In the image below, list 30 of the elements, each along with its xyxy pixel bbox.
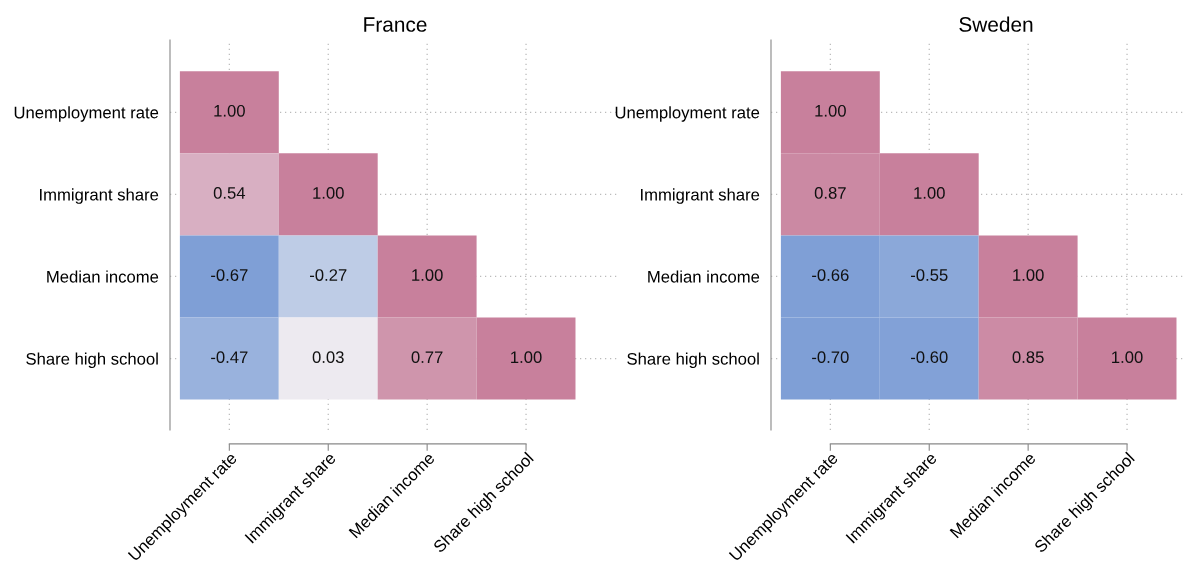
data-label: 0.54 <box>213 187 246 199</box>
data-label: 1.00 <box>914 187 945 199</box>
data-label: 1.00 <box>313 187 344 199</box>
data-label: 0.03 <box>312 351 344 364</box>
data-label: 0.77 <box>411 351 443 364</box>
chart-title: Sweden <box>959 16 1033 32</box>
data-label: 1.00 <box>511 351 542 364</box>
y-tick-label: Median income <box>648 270 760 283</box>
y-tick-label: Immigrant share <box>40 188 159 204</box>
y-tick-label: Unemployment rate <box>14 106 159 122</box>
data-label: 1.00 <box>412 269 443 281</box>
data-label: 0.87 <box>814 187 846 199</box>
y-tick-label: Median income <box>47 270 159 283</box>
data-label: -0.67 <box>211 269 248 281</box>
y-tick-label: Share high school <box>26 352 158 369</box>
data-label: -0.60 <box>910 351 948 364</box>
data-label: -0.55 <box>910 269 948 281</box>
y-tick-label: Share high school <box>627 352 759 369</box>
data-label: 1.00 <box>1013 269 1044 281</box>
data-label: -0.70 <box>812 351 849 364</box>
y-tick-label: Unemployment rate <box>615 106 760 122</box>
data-label: 1.00 <box>214 104 245 117</box>
data-label: 1.00 <box>1112 351 1143 364</box>
data-label: 1.00 <box>815 104 846 117</box>
chart-title: France <box>364 17 427 32</box>
data-label: -0.27 <box>309 269 347 281</box>
data-label: -0.66 <box>812 269 849 281</box>
data-label: -0.47 <box>211 351 248 364</box>
data-label: 0.85 <box>1012 351 1044 364</box>
y-tick-label: Immigrant share <box>641 188 760 204</box>
